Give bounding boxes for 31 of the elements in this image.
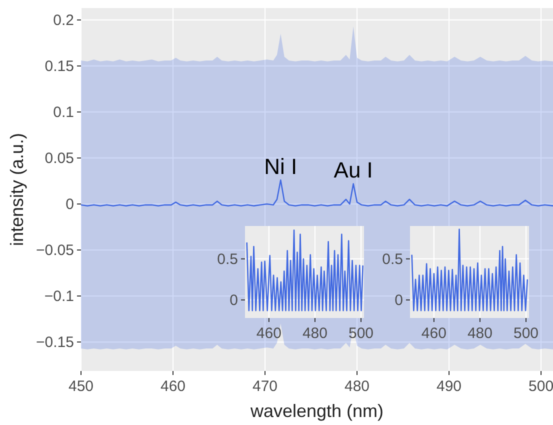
y-axis-title: intensity (a.u.) [7, 132, 27, 246]
y-tick-label: 0 [66, 196, 74, 213]
y-tick-label: −0.05 [36, 242, 74, 259]
x-tick-label: 460 [421, 325, 446, 342]
y-tick-label: −0.15 [36, 334, 74, 352]
x-tick-label: 500 [348, 325, 374, 342]
line-series [80, 179, 553, 206]
x-tick-label: 500 [513, 325, 539, 342]
x-tick-label: 480 [467, 325, 492, 342]
annotation: Au I [334, 158, 373, 183]
x-axis-title: wavelength (nm) [249, 401, 384, 421]
y-tick-label: 0.5 [217, 250, 238, 268]
x-tick-label: 480 [302, 325, 328, 342]
y-tick-label: 0.5 [382, 250, 403, 268]
x-tick-label: 500 [528, 378, 553, 395]
y-tick-label: 0.1 [53, 104, 74, 121]
y-tick-label: 0.2 [53, 12, 74, 29]
x-tick-label: 490 [436, 378, 462, 395]
annotation: Ni I [264, 154, 298, 180]
y-tick-label: −0.1 [44, 288, 74, 306]
y-tick-label: 0 [394, 292, 403, 309]
x-tick-label: 480 [344, 378, 370, 395]
x-tick-label: 450 [68, 378, 94, 395]
y-tick-label: 0.15 [44, 58, 74, 75]
x-tick-label: 470 [252, 378, 278, 395]
x-tick-label: 460 [256, 325, 282, 342]
line-series [246, 229, 364, 312]
line-series [411, 228, 528, 312]
x-tick-label: 460 [160, 378, 186, 395]
y-tick-label: 0 [230, 292, 238, 309]
y-tick-label: 0.05 [44, 150, 74, 167]
